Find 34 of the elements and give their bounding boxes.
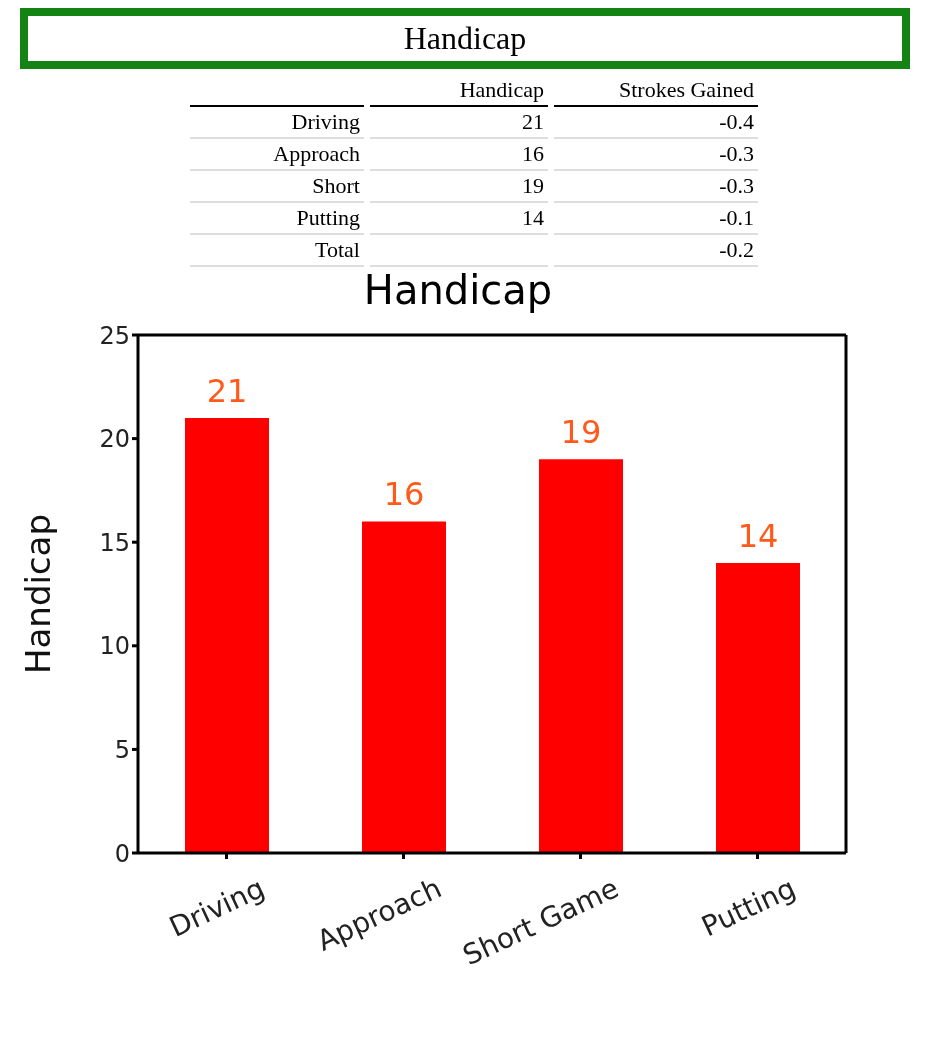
y-tick-label: 20 bbox=[99, 425, 130, 454]
y-axis-title: Handicap bbox=[18, 513, 59, 675]
data-label: -0.2 bbox=[554, 235, 758, 267]
data-label: 21 bbox=[370, 107, 548, 139]
bar bbox=[716, 562, 800, 853]
bar bbox=[539, 459, 623, 853]
y-tick-label: 15 bbox=[99, 528, 130, 557]
data-label: 21 bbox=[206, 371, 248, 410]
y-tick-label: 5 bbox=[114, 735, 130, 764]
text: Handicap bbox=[370, 75, 548, 107]
data-label: -0.1 bbox=[554, 203, 758, 235]
bar bbox=[185, 417, 269, 853]
data-label: 14 bbox=[737, 516, 779, 555]
y-tick-label: 10 bbox=[99, 632, 130, 661]
data-label: 16 bbox=[370, 139, 548, 171]
data-label: 19 bbox=[560, 413, 602, 452]
category-label: Short bbox=[190, 171, 364, 203]
category-label: Putting bbox=[190, 203, 364, 235]
x-tick-label: Short Game bbox=[457, 871, 624, 973]
chart-title: Handicap bbox=[362, 267, 554, 313]
data-label: -0.3 bbox=[554, 171, 758, 203]
data-label: 14 bbox=[370, 203, 548, 235]
y-tick-label: 25 bbox=[99, 321, 130, 350]
data-label: -0.3 bbox=[554, 139, 758, 171]
y-tick-label: 0 bbox=[114, 839, 130, 868]
data-label: 19 bbox=[370, 171, 548, 203]
bar bbox=[362, 521, 446, 853]
data-label: 16 bbox=[383, 475, 425, 514]
category-label: Total bbox=[190, 235, 364, 267]
text: Handicap bbox=[20, 8, 910, 69]
category-label: Driving bbox=[190, 107, 364, 139]
text: Strokes Gained bbox=[554, 75, 758, 107]
category-label: Approach bbox=[190, 139, 364, 171]
data-label: -0.4 bbox=[554, 107, 758, 139]
